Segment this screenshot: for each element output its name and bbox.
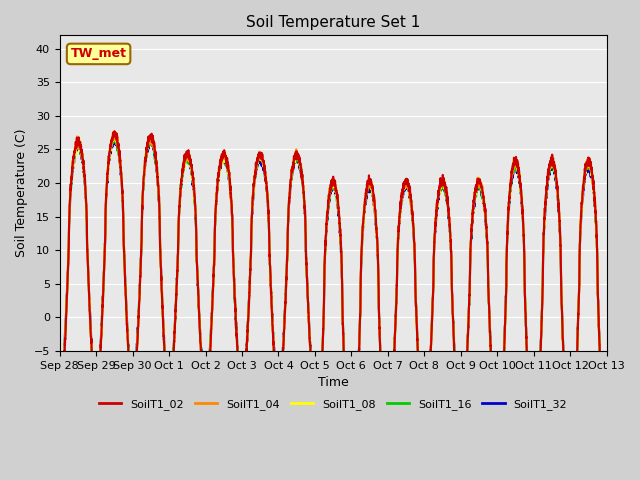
SoilT1_16	[387, 412, 394, 418]
SoilT1_08	[387, 415, 394, 421]
Title: Soil Temperature Set 1: Soil Temperature Set 1	[246, 15, 420, 30]
SoilT1_16	[551, 171, 559, 177]
SoilT1_08	[173, 277, 181, 283]
SoilT1_04	[173, 278, 181, 284]
SoilT1_04	[209, 298, 216, 304]
SoilT1_08	[603, 462, 611, 468]
SoilT1_02	[209, 296, 216, 302]
SoilT1_08	[396, 207, 404, 213]
SoilT1_16	[111, 130, 118, 136]
SoilT1_32	[56, 394, 63, 400]
Legend: SoilT1_02, SoilT1_04, SoilT1_08, SoilT1_16, SoilT1_32: SoilT1_02, SoilT1_04, SoilT1_08, SoilT1_…	[95, 395, 572, 415]
SoilT1_08	[209, 296, 216, 301]
SoilT1_16	[396, 209, 404, 215]
Line: SoilT1_02: SoilT1_02	[60, 131, 607, 480]
SoilT1_16	[603, 460, 611, 466]
SoilT1_04	[387, 416, 394, 421]
SoilT1_08	[109, 131, 117, 137]
Y-axis label: Soil Temperature (C): Soil Temperature (C)	[15, 129, 28, 257]
SoilT1_02	[111, 128, 118, 134]
SoilT1_32	[551, 170, 559, 176]
SoilT1_16	[603, 460, 611, 466]
SoilT1_32	[603, 455, 611, 460]
Line: SoilT1_04: SoilT1_04	[60, 132, 607, 480]
Line: SoilT1_08: SoilT1_08	[60, 134, 607, 480]
SoilT1_04	[603, 467, 611, 473]
SoilT1_08	[603, 460, 611, 466]
SoilT1_04	[551, 165, 559, 171]
Line: SoilT1_32: SoilT1_32	[60, 136, 607, 480]
X-axis label: Time: Time	[318, 376, 349, 389]
SoilT1_02	[603, 465, 611, 471]
SoilT1_02	[603, 466, 611, 472]
Text: TW_met: TW_met	[70, 48, 127, 60]
SoilT1_16	[56, 398, 63, 404]
SoilT1_02	[387, 413, 394, 419]
SoilT1_32	[173, 277, 181, 283]
SoilT1_02	[551, 163, 559, 169]
SoilT1_32	[209, 296, 216, 301]
SoilT1_32	[396, 209, 404, 215]
Line: SoilT1_16: SoilT1_16	[60, 133, 607, 480]
SoilT1_32	[603, 459, 611, 465]
SoilT1_08	[56, 398, 63, 404]
SoilT1_04	[111, 129, 118, 134]
SoilT1_16	[209, 299, 216, 305]
SoilT1_02	[173, 275, 181, 281]
SoilT1_04	[603, 460, 611, 466]
SoilT1_02	[56, 400, 63, 406]
SoilT1_32	[387, 408, 394, 413]
SoilT1_02	[396, 204, 404, 210]
SoilT1_32	[111, 133, 119, 139]
SoilT1_16	[173, 276, 181, 282]
SoilT1_04	[396, 209, 404, 215]
SoilT1_08	[551, 165, 559, 171]
SoilT1_04	[56, 401, 63, 407]
